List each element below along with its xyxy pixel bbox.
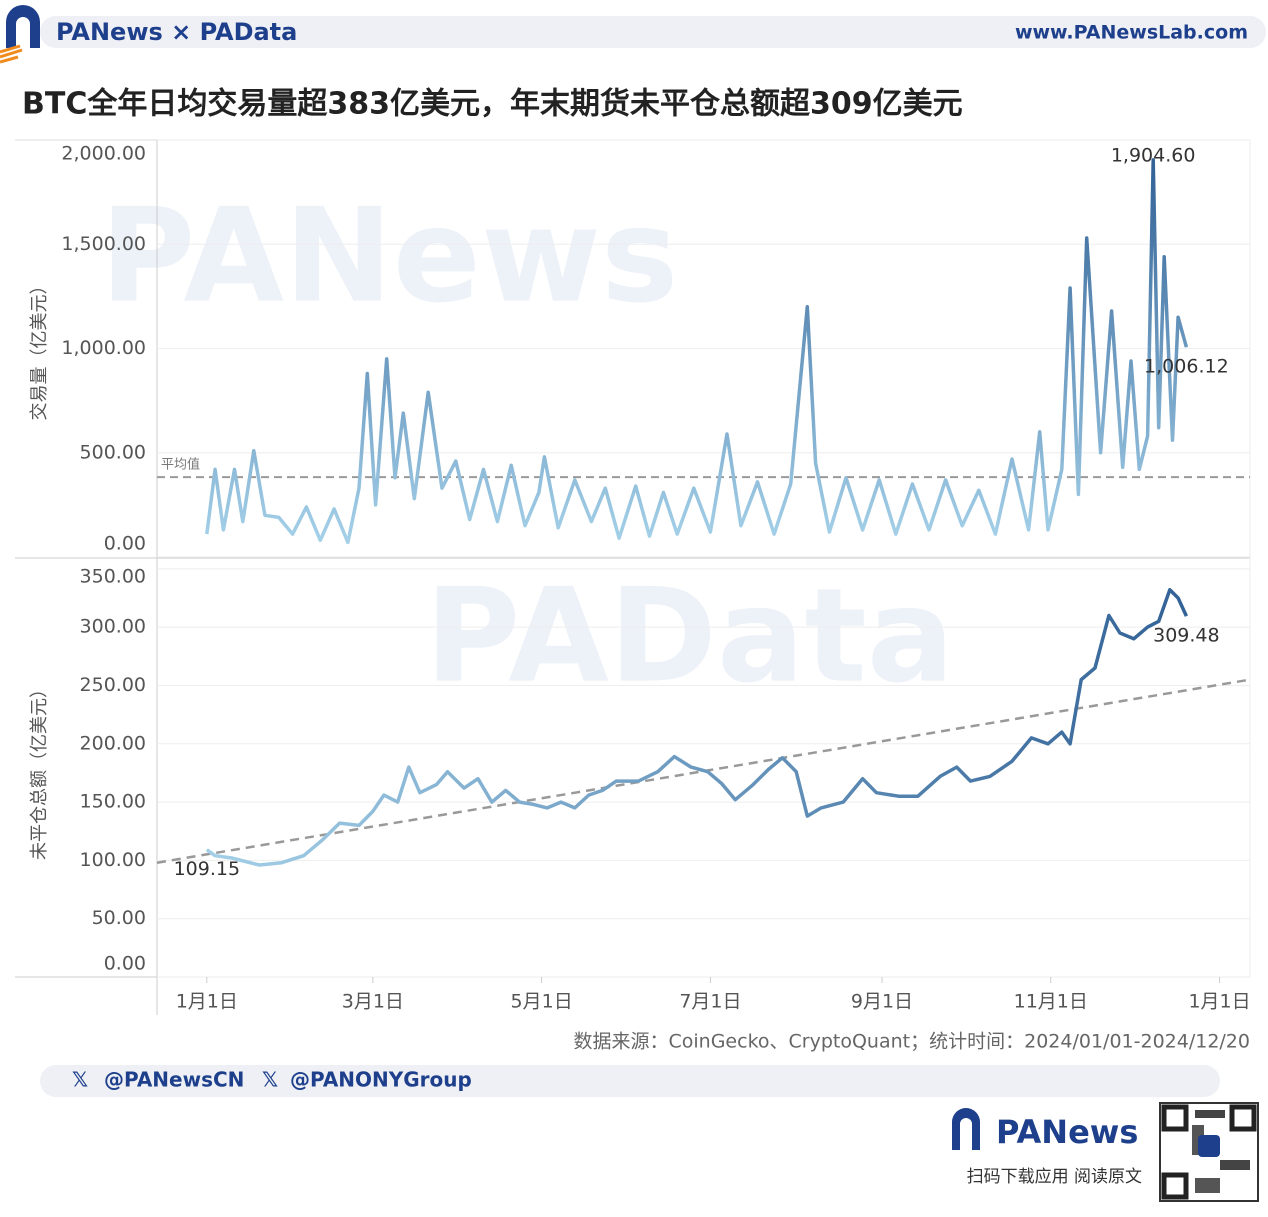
watermark: PANews xyxy=(100,180,678,332)
x-tick-label: 11月1日 xyxy=(1014,991,1088,1013)
plot: 0.00 500.00 1,000.00 1,500.00 2,000.00 交易量（亿美… xyxy=(29,139,1251,1013)
x-icon: 𝕏 xyxy=(262,1068,278,1092)
watermark: PAData xyxy=(425,560,954,712)
y-tick-label: 0.00 xyxy=(104,533,146,555)
y-axis-title: 未平仓总额（亿美元） xyxy=(29,680,50,860)
y-tick-label: 2,000.00 xyxy=(61,143,146,165)
y-tick-label: 250.00 xyxy=(80,674,146,696)
value-label: 109.15 xyxy=(174,858,240,880)
y-tick-label: 50.00 xyxy=(92,907,146,929)
y-tick-label: 100.00 xyxy=(80,849,146,871)
x-tick-label: 1月1日 xyxy=(1188,991,1250,1013)
cta: 扫码下载应用 阅读原文 xyxy=(967,1167,1142,1187)
y-tick-label: 0.00 xyxy=(104,953,146,975)
value-label: 309.48 xyxy=(1153,625,1219,647)
value-label: 1,904.60 xyxy=(1111,144,1196,166)
y-tick-label: 150.00 xyxy=(80,791,146,813)
handle[interactable]: @PANONYGroup xyxy=(290,1068,472,1092)
y-axis-title: 交易量（亿美元） xyxy=(29,277,50,421)
y-tick-label: 300.00 xyxy=(80,616,146,638)
series-line xyxy=(205,158,1189,545)
x-tick-label: 1月1日 xyxy=(176,991,238,1013)
qr-code[interactable] xyxy=(1159,1102,1259,1202)
y-tick-label: 500.00 xyxy=(80,441,146,463)
x-tick-label: 7月1日 xyxy=(679,991,741,1013)
x-icon: 𝕏 xyxy=(72,1068,88,1092)
logo xyxy=(6,5,40,48)
footer-bar xyxy=(40,1065,1220,1097)
y-tick-label: 1,000.00 xyxy=(61,337,146,359)
site-url: www.PANewsLab.com xyxy=(1015,22,1248,44)
value-label: 1,006.12 xyxy=(1144,356,1229,378)
reference-label: 平均值 xyxy=(161,457,200,473)
x-tick-label: 5月1日 xyxy=(511,991,573,1013)
series-line xyxy=(205,588,1188,867)
logo-stripes xyxy=(0,44,23,64)
handle[interactable]: @PANewsCN xyxy=(104,1068,244,1092)
x-tick-label: 9月1日 xyxy=(851,991,913,1013)
footer-brand: PANews xyxy=(996,1113,1138,1151)
brand: PANews × PAData xyxy=(56,18,297,46)
y-tick-label: 1,500.00 xyxy=(61,233,146,255)
y-tick-label: 200.00 xyxy=(80,732,146,754)
footer-logo xyxy=(952,1108,980,1150)
title: BTC全年日均交易量超383亿美元，年末期货未平仓总额超309亿美元 xyxy=(22,87,963,122)
y-tick-label: 350.00 xyxy=(80,566,146,588)
trend-line xyxy=(156,678,1251,864)
source: 数据来源：CoinGecko、CryptoQuant；统计时间：2024/01/… xyxy=(574,1031,1251,1053)
header-bar xyxy=(40,16,1266,48)
x-tick-label: 3月1日 xyxy=(342,991,404,1013)
